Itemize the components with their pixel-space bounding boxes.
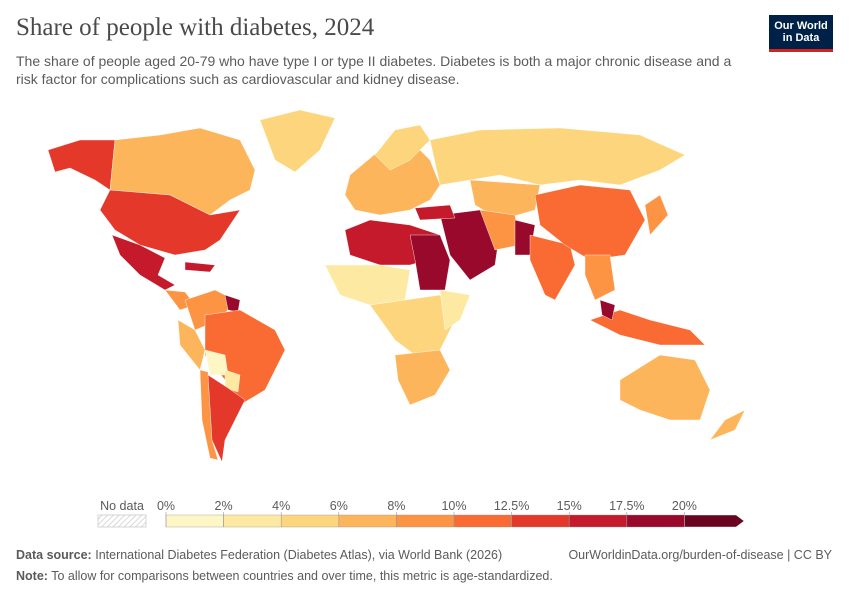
logo[interactable]: Our World in Data: [769, 15, 833, 52]
legend-bin: [281, 514, 340, 528]
caribbean: [184, 261, 216, 273]
note: Note: To allow for comparisons between c…: [16, 569, 553, 583]
turkey: [414, 204, 456, 221]
source-text: International Diabetes Federation (Diabe…: [95, 548, 503, 562]
legend-tick-label: 0%: [157, 499, 175, 513]
australia: [619, 354, 711, 421]
legend-bin: [338, 514, 397, 528]
source-label: Data source:: [16, 548, 92, 562]
russia: [429, 127, 686, 186]
legend-bin: [223, 514, 282, 528]
indonesia: [589, 309, 706, 346]
legend-tick-label: 6%: [330, 499, 348, 513]
legend-tick-label: 2%: [215, 499, 233, 513]
legend-bin: [511, 514, 570, 528]
link[interactable]: OurWorldinData.org/burden-of-disease | C…: [568, 548, 832, 562]
subtitle: The share of people aged 20-79 who have …: [16, 53, 732, 87]
malaysia: [599, 299, 616, 321]
chile: [199, 369, 219, 461]
legend-tick-label: 17.5%: [609, 499, 644, 513]
legend-bin: [396, 514, 455, 528]
legend-tick-label: 8%: [387, 499, 405, 513]
legend-tick-label: 20%: [672, 499, 697, 513]
central-africa: [369, 294, 456, 356]
japan-korea: [644, 194, 669, 236]
alaska: [47, 139, 116, 191]
east-africa: [439, 289, 471, 331]
legend-tick-label: 15%: [557, 499, 582, 513]
legend-bin: [165, 514, 224, 528]
no-data-label: No data: [100, 499, 144, 513]
no-data-swatch: [97, 514, 147, 528]
legend-bin: [453, 514, 512, 528]
usa: [99, 189, 241, 256]
china: [534, 184, 646, 261]
colombia-venezuela: [184, 289, 236, 331]
southern-africa: [394, 349, 451, 406]
greenland: [259, 109, 336, 173]
legend-bin: [569, 514, 628, 528]
egypt-sudan: [409, 234, 451, 291]
source: Data source: International Diabetes Fede…: [16, 548, 502, 562]
peru: [177, 319, 206, 371]
countries: [47, 109, 746, 463]
west-africa: [324, 264, 411, 306]
logo-line: Our World: [774, 20, 828, 32]
paraguay: [224, 369, 241, 393]
logo-line: in Data: [782, 32, 820, 44]
legend-tick-label: 10%: [441, 499, 466, 513]
legend-bin: [684, 514, 745, 528]
southeast-asia: [584, 254, 616, 301]
central-asia: [469, 179, 541, 221]
note-label: Note:: [16, 569, 48, 583]
legend-tick-label: 4%: [272, 499, 290, 513]
legend-tick-label: 12.5%: [494, 499, 529, 513]
note-text: To allow for comparisons between countri…: [51, 569, 553, 583]
title: Share of people with diabetes, 2024: [16, 14, 375, 41]
new-zealand: [709, 409, 746, 441]
mexico: [111, 234, 176, 291]
legend-bin: [626, 514, 685, 528]
argentina: [207, 374, 246, 463]
